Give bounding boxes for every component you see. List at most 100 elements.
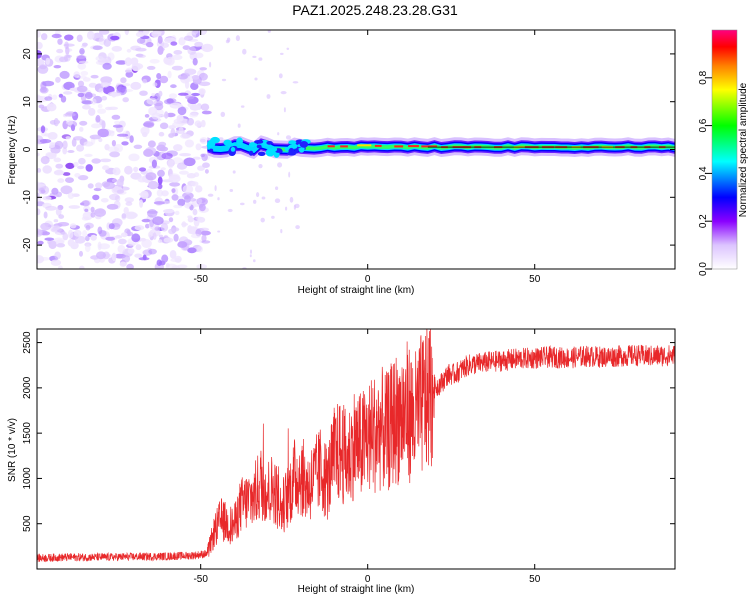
noise-blob (139, 199, 144, 208)
noise-blob (116, 178, 124, 188)
noise-blob (283, 107, 286, 113)
noise-blob (100, 198, 109, 203)
snr-y-ticks: 500 1000 1500 2000 2500 (22, 331, 675, 532)
noise-blob (64, 41, 69, 50)
noise-blob (192, 208, 198, 216)
noise-blob (171, 188, 176, 194)
noise-blob (145, 172, 157, 181)
noise-blob (67, 239, 75, 247)
noise-blob (187, 46, 197, 55)
noise-blob (77, 165, 85, 170)
noise-blob (83, 141, 94, 147)
noise-blob (154, 226, 161, 231)
noise-blob (135, 31, 145, 38)
noise-blob (76, 144, 85, 152)
noise-blob (90, 212, 96, 218)
noise-blob (152, 30, 162, 35)
noise-blob (37, 228, 43, 237)
noise-blob (168, 217, 174, 223)
noise-blob (195, 216, 203, 221)
noise-blob (166, 98, 174, 104)
noise-blob (74, 173, 81, 178)
noise-blob (37, 240, 44, 245)
noise-blob (168, 93, 178, 99)
noise-blob (179, 170, 189, 175)
noise-blob (167, 70, 172, 79)
noise-blob (79, 250, 83, 257)
noise-blob (109, 130, 115, 137)
noise-blob (37, 208, 41, 216)
signal-blob (256, 144, 262, 149)
noise-blob (146, 65, 156, 70)
noise-blob (109, 193, 120, 201)
noise-blob (79, 265, 85, 269)
noise-blob (148, 248, 157, 255)
noise-blob (74, 235, 86, 244)
noise-blob (48, 152, 57, 157)
noise-blob (76, 75, 87, 79)
noise-blob (55, 76, 61, 83)
noise-blob (45, 205, 57, 211)
noise-blob (151, 93, 156, 97)
noise-blob (69, 223, 77, 229)
noise-blob (111, 114, 121, 120)
noise-blob (181, 221, 187, 228)
noise-blob (166, 112, 176, 118)
noise-blob (149, 59, 160, 64)
noise-blob (178, 92, 189, 96)
noise-blob (123, 207, 129, 214)
noise-blob (274, 198, 281, 203)
spectrogram-panel: -50 0 50 -20 -10 0 10 20 Height of straight li… (7, 29, 676, 296)
noise-blob (167, 159, 174, 169)
noise-blob (76, 34, 83, 42)
noise-blob (179, 153, 192, 157)
noise-blob (65, 119, 74, 125)
noise-blob (200, 230, 211, 236)
noise-blob (147, 209, 158, 218)
noise-blob (138, 167, 147, 172)
noise-blob (65, 177, 74, 184)
noise-blob (37, 30, 41, 38)
noise-blob (201, 234, 207, 242)
noise-blob (173, 233, 179, 242)
noise-blob (285, 135, 292, 140)
noise-blob (38, 257, 50, 261)
noise-blob (217, 230, 221, 233)
noise-blob (217, 197, 220, 201)
noise-blob (85, 164, 93, 172)
noise-blob (68, 205, 81, 209)
noise-blob (79, 126, 84, 132)
noise-blob (130, 81, 142, 90)
noise-blob (198, 30, 207, 36)
signal-blob (209, 148, 214, 152)
noise-blob (105, 236, 116, 241)
colorbar-tick-label: 0.0 (698, 262, 709, 276)
snr-x-tick-label: -50 (193, 574, 208, 585)
noise-blob (250, 249, 252, 254)
noise-blob (171, 265, 180, 269)
noise-blob (60, 95, 67, 103)
noise-blob (85, 224, 91, 231)
noise-blob (292, 81, 299, 84)
signal-peak (357, 144, 372, 147)
noise-blob (178, 127, 184, 135)
noise-blob (82, 230, 88, 238)
noise-blob (207, 193, 214, 197)
noise-blob (54, 251, 61, 260)
noise-blob (43, 211, 48, 219)
noise-blob (91, 98, 97, 105)
noise-blob (80, 202, 85, 206)
noise-blob (101, 95, 108, 101)
noise-blob (124, 165, 133, 175)
noise-blob (173, 204, 183, 209)
noise-blob (111, 178, 117, 183)
noise-blob (57, 178, 65, 183)
noise-blob (107, 146, 119, 153)
noise-blob (64, 34, 74, 41)
noise-blob (192, 156, 201, 160)
signal-blob (206, 143, 213, 148)
snr-x-ticks: -50 0 50 (193, 329, 541, 585)
noise-blob (158, 90, 163, 97)
signal-blob (248, 150, 254, 156)
noise-blob (232, 170, 236, 174)
